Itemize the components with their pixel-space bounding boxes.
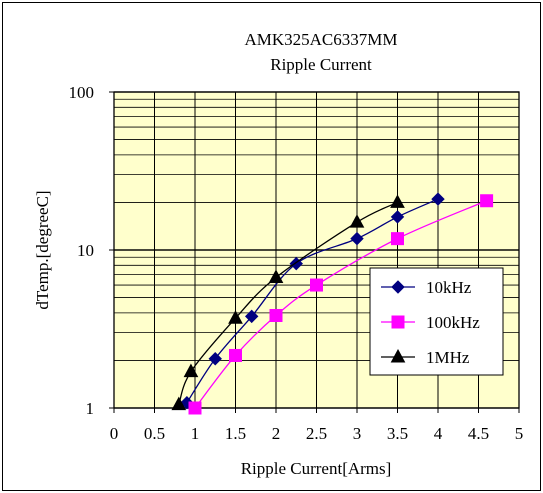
series-10kHz xyxy=(180,192,445,410)
x-tick-label: 5 xyxy=(515,424,524,443)
data-point xyxy=(268,269,284,283)
data-point xyxy=(390,194,405,208)
data-point xyxy=(391,232,404,246)
data-point xyxy=(310,278,323,292)
y-axis-ticks: 1 10 100 xyxy=(69,83,114,418)
data-point xyxy=(229,348,242,362)
x-tick-label: 0.5 xyxy=(144,424,165,443)
data-point xyxy=(208,352,222,366)
data-point xyxy=(228,310,243,324)
legend-item: 1MHz xyxy=(381,348,470,367)
x-tick-label: 3.5 xyxy=(387,424,408,443)
data-point xyxy=(390,210,405,224)
legend-label: 1MHz xyxy=(426,348,470,367)
x-tick-label: 4 xyxy=(434,424,443,443)
legend-items: 10kHz 100kHz 1MHz xyxy=(381,278,480,367)
x-tick-label: 2 xyxy=(272,424,281,443)
series-group xyxy=(171,192,494,415)
data-point xyxy=(350,231,364,246)
data-point xyxy=(244,309,259,324)
data-point xyxy=(349,214,365,228)
x-tick-label: 3 xyxy=(353,424,362,443)
x-tick-label: 2.5 xyxy=(306,424,327,443)
data-point xyxy=(171,396,187,411)
chart-title: AMK325AC6337MM xyxy=(244,30,397,49)
x-axis-ticks: 0 0.5 1 1.5 2 2.5 3 3.5 4 4.5 5 xyxy=(110,408,524,443)
x-tick-label: 0 xyxy=(110,424,119,443)
y-tick-label: 1 xyxy=(86,399,95,418)
series-1MHz xyxy=(171,194,405,411)
y-tick-label: 10 xyxy=(77,241,94,260)
y-axis-label: dTemp.[degreeC] xyxy=(33,190,52,309)
x-tick-label: 1 xyxy=(191,424,200,443)
data-point xyxy=(391,280,405,294)
series-100kHz xyxy=(188,194,494,415)
legend: 10kHz 100kHz 1MHz xyxy=(369,267,504,376)
data-point xyxy=(391,315,405,329)
y-tick-label: 100 xyxy=(69,83,95,102)
legend-item: 100kHz xyxy=(381,313,480,332)
legend-item: 10kHz xyxy=(381,278,472,297)
data-point xyxy=(480,194,494,208)
data-point xyxy=(431,192,445,206)
data-point xyxy=(183,363,199,378)
x-axis-label: Ripple Current[Arms] xyxy=(241,459,392,478)
chart-subtitle: Ripple Current xyxy=(270,55,372,74)
data-point xyxy=(269,308,283,322)
x-tick-label: 1.5 xyxy=(225,424,246,443)
data-point xyxy=(188,401,202,415)
x-tick-label: 4.5 xyxy=(468,424,489,443)
legend-label: 100kHz xyxy=(426,313,480,332)
data-point xyxy=(390,348,406,363)
data-point xyxy=(289,256,303,271)
legend-label: 10kHz xyxy=(426,278,472,297)
plot-frame xyxy=(113,91,520,409)
